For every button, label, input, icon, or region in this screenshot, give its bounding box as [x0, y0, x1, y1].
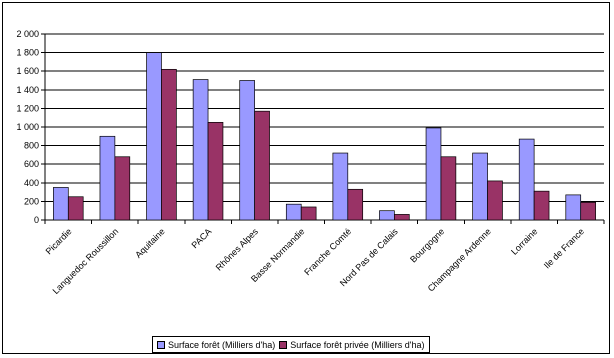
category-label: PACA: [190, 226, 214, 250]
bar-surface-foret: [425, 127, 442, 221]
y-tick-label: 0: [34, 215, 39, 225]
bar-surface-foret-privee: [300, 206, 317, 221]
bar-surface-foret: [379, 210, 395, 221]
bar-surface-foret: [565, 194, 582, 221]
bar-surface-foret: [285, 203, 302, 221]
category-label: Lorraine: [509, 226, 539, 256]
y-tick-label: 600: [24, 159, 39, 169]
legend: Surface forêt (Milliers d'ha) Surface fo…: [152, 336, 430, 353]
legend-swatch-surface-foret-privee: [279, 340, 288, 349]
y-tick-label: 1 800: [16, 48, 39, 58]
y-tick-label: 400: [24, 178, 39, 188]
y-tick-label: 1 600: [16, 66, 39, 76]
category-label: Ile de France: [542, 226, 586, 270]
y-tick-label: 1 400: [16, 85, 39, 95]
legend-label-surface-foret: Surface forêt (Milliers d'ha): [168, 339, 276, 350]
legend-item-surface-foret-privee: Surface forêt privée (Milliers d'ha): [279, 339, 425, 350]
bar-surface-foret-privee: [347, 188, 364, 221]
y-tick-label: 1 000: [16, 122, 39, 132]
category-label: Rhônes Alpes: [214, 226, 261, 273]
bar-surface-foret: [472, 152, 488, 221]
bar-surface-foret-privee: [580, 201, 596, 221]
category-label: Picardie: [44, 226, 74, 256]
y-tick-label: 2 000: [16, 29, 39, 39]
bar-surface-foret: [53, 187, 69, 221]
bar-surface-foret: [518, 138, 535, 221]
legend-item-surface-foret: Surface forêt (Milliers d'ha): [157, 340, 275, 350]
bar-surface-foret-privee: [67, 196, 84, 221]
legend-swatch-surface-foret: [157, 340, 165, 349]
bar-surface-foret: [332, 152, 349, 221]
bar-surface-foret-privee: [533, 190, 550, 221]
bar-surface-foret-privee: [394, 214, 410, 221]
bar-surface-foret-privee: [114, 156, 131, 221]
category-label: Franche Comté: [302, 226, 353, 277]
bar-surface-foret: [146, 52, 162, 221]
y-tick-label: 800: [24, 141, 39, 151]
bar-surface-foret-privee: [487, 180, 503, 221]
y-tick-label: 200: [24, 196, 39, 206]
bar-surface-foret-privee: [161, 68, 177, 221]
bar-surface-foret: [192, 79, 209, 221]
category-label: Aquitaine: [133, 226, 167, 260]
bar-surface-foret: [239, 80, 255, 221]
bar-surface-foret: [99, 135, 116, 221]
bar-surface-foret-privee: [207, 121, 224, 221]
bar-surface-foret-privee: [440, 156, 457, 221]
y-tick-label: 1 200: [16, 103, 39, 113]
category-label: Bourgogne: [408, 226, 446, 264]
legend-label-surface-foret-privee: Surface forêt privée (Milliers d'ha): [290, 339, 425, 350]
bar-surface-foret-privee: [254, 110, 270, 221]
